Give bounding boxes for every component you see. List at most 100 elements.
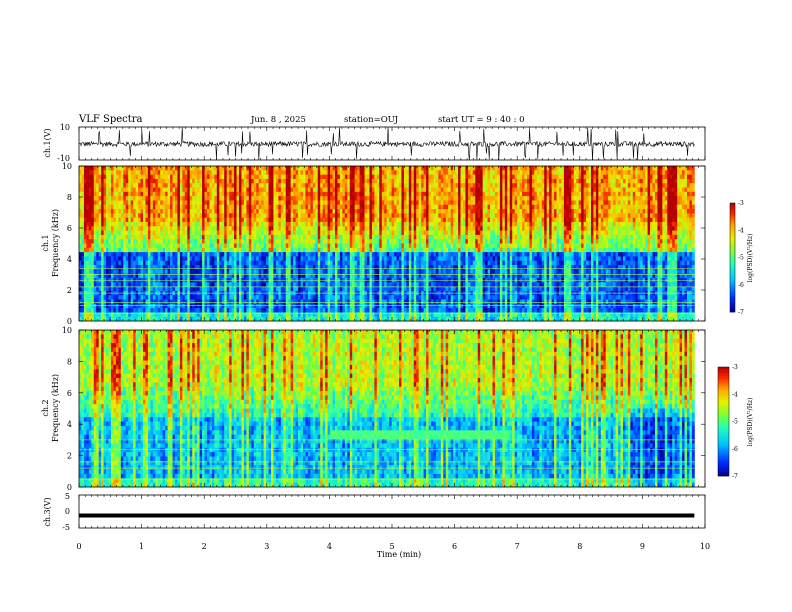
spectrogram-cell (349, 269, 353, 275)
spectrogram-cell (305, 191, 309, 197)
spectrogram-cell (261, 312, 265, 318)
spectrogram-cell (133, 260, 137, 266)
spectrogram-cell (349, 308, 353, 313)
spectrogram-cell (130, 282, 134, 287)
spectrogram-cell (120, 191, 124, 197)
spectrogram-cell (280, 312, 284, 318)
spectrogram-cell (381, 166, 385, 171)
spectrogram-cell (202, 312, 205, 318)
spectrogram-cell (243, 256, 247, 262)
spectrogram-cell (202, 316, 205, 322)
spectrogram-cell (231, 196, 235, 201)
spectrogram-cell (167, 239, 171, 244)
spectrogram-cell (278, 265, 282, 270)
spectrogram-cell (79, 295, 82, 300)
spectrogram-cell (302, 187, 306, 193)
spectrogram-cell (381, 316, 385, 322)
spectrogram-cell (241, 187, 245, 193)
spectrogram-cell (214, 183, 218, 188)
spectrogram-cell (381, 191, 385, 197)
spectrogram-cell (403, 178, 407, 184)
spectrogram-cell (182, 295, 186, 300)
spectrogram-cell (246, 265, 250, 270)
spectrogram-cell (401, 230, 405, 236)
spectrogram-cell (283, 200, 287, 206)
spectrogram-cell (204, 200, 208, 206)
spectrogram-cell (120, 166, 124, 171)
spectrogram-cell (241, 256, 245, 262)
spectrogram-cell (170, 209, 173, 214)
spectrogram-cell (194, 312, 198, 318)
spectrogram-cell (398, 286, 402, 292)
spectrogram-cell (251, 183, 255, 188)
spectrogram-cell (111, 226, 114, 231)
spectrogram-cell (342, 200, 346, 206)
spectrogram-cell (384, 200, 388, 206)
spectrogram-cell (295, 252, 299, 257)
spectrogram-cell (202, 213, 205, 219)
spectrogram-cell (221, 200, 225, 206)
spectrogram-cell (138, 308, 141, 313)
spectrogram-cell (246, 312, 250, 318)
spectrogram-cell (83, 226, 87, 231)
spectrogram-cell (229, 230, 233, 236)
spectrogram-cell (79, 213, 82, 219)
spectrogram-cell (211, 234, 215, 240)
spectrogram-cell (320, 200, 324, 206)
spectrogram-cell (179, 239, 183, 244)
spectrogram-cell (315, 183, 319, 188)
spectrogram-cell (344, 269, 348, 275)
spectrogram-cell (396, 273, 400, 279)
spectrogram-cell (236, 282, 240, 287)
spectrogram-cell (332, 256, 336, 262)
spectrogram-cell (202, 196, 205, 201)
spectrogram-cell (366, 273, 370, 279)
spectrogram-cell (315, 243, 319, 249)
spectrogram-cell (155, 178, 159, 184)
spectrogram-cell (258, 217, 262, 223)
spectrogram-cell (256, 234, 260, 240)
spectrogram-cell (334, 200, 338, 206)
spectrogram-cell (347, 247, 351, 253)
spectrogram-cell (83, 256, 87, 262)
spectrogram-cell (332, 282, 336, 287)
spectrogram-cell (248, 187, 252, 193)
spectrogram-cell (140, 256, 144, 262)
spectrogram-cell (401, 316, 405, 322)
spectrogram-cell (369, 191, 373, 197)
spectrogram-cell (283, 183, 287, 188)
spectrogram-cell (179, 166, 183, 171)
spectrogram-cell (243, 286, 247, 292)
spectrogram-cell (88, 256, 92, 262)
spectrogram-cell (224, 256, 228, 262)
spectrogram-cell (165, 239, 169, 244)
spectrogram-cell (386, 252, 390, 257)
spectrogram-cell (214, 209, 218, 214)
spectrogram-cell (322, 247, 326, 253)
spectrogram-cell (209, 217, 213, 223)
spectrogram-cell (241, 234, 245, 240)
spectrogram-cell (334, 183, 338, 188)
spectrogram-cell (327, 295, 331, 300)
spectrogram-cell (118, 221, 122, 227)
spectrogram-cell (130, 209, 134, 214)
spectrogram-cell (253, 247, 257, 253)
spectrogram-cell (403, 170, 407, 176)
spectrogram-cell (101, 204, 105, 210)
spectrogram-cell (135, 265, 139, 270)
spectrogram-cell (337, 213, 341, 219)
spectrogram-cell (327, 170, 331, 176)
spectrogram-cell (270, 303, 274, 309)
spectrogram-cell (165, 174, 169, 180)
spectrogram-cell (394, 299, 397, 305)
spectrogram-cell (238, 277, 242, 283)
spectrogram-cell (352, 277, 356, 283)
spectrogram-cell (374, 191, 378, 197)
spectrogram-cell (344, 243, 348, 249)
spectrogram-cell (362, 303, 365, 309)
spectrogram-cell (133, 187, 137, 193)
spectrogram-cell (79, 234, 82, 240)
spectrogram-cell (130, 265, 134, 270)
spectrogram-cell (362, 200, 365, 206)
spectrogram-cell (330, 213, 333, 219)
